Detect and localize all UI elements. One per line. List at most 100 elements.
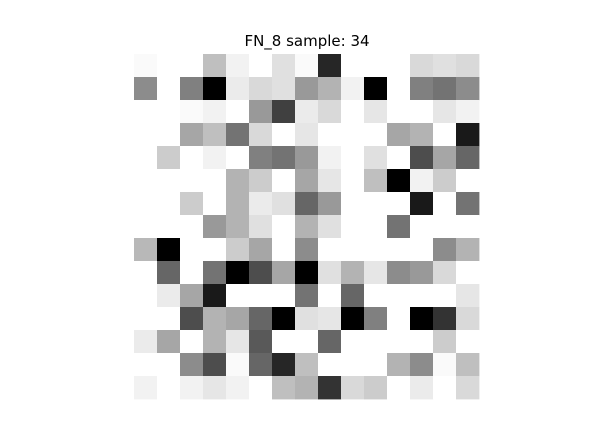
heatmap-cell-r0-c5 — [249, 54, 273, 78]
heatmap-cell-r5-c9 — [341, 169, 365, 193]
heatmap-cell-r1-c6 — [272, 77, 296, 101]
heatmap-cell-r3-c8 — [318, 123, 342, 147]
heatmap-cell-r14-c10 — [364, 376, 388, 400]
heatmap-cell-r6-c11 — [387, 192, 411, 216]
heatmap-cell-r6-c7 — [295, 192, 319, 216]
heatmap-cell-r0-c9 — [341, 54, 365, 78]
heatmap-cell-r0-c7 — [295, 54, 319, 78]
heatmap-cell-r14-c11 — [387, 376, 411, 400]
heatmap-cell-r3-c0 — [134, 123, 158, 147]
heatmap-cell-r7-c3 — [203, 215, 227, 239]
heatmap-cell-r14-c13 — [433, 376, 457, 400]
heatmap-cell-r5-c14 — [456, 169, 480, 193]
heatmap-cell-r9-c10 — [364, 261, 388, 285]
heatmap-cell-r6-c4 — [226, 192, 250, 216]
heatmap-cell-r8-c6 — [272, 238, 296, 262]
heatmap-cell-r2-c11 — [387, 100, 411, 124]
heatmap-cell-r6-c2 — [180, 192, 204, 216]
heatmap-cell-r1-c2 — [180, 77, 204, 101]
heatmap-cell-r8-c14 — [456, 238, 480, 262]
heatmap-cell-r5-c5 — [249, 169, 273, 193]
heatmap-cell-r2-c0 — [134, 100, 158, 124]
heatmap-cell-r7-c11 — [387, 215, 411, 239]
heatmap-cell-r14-c14 — [456, 376, 480, 400]
heatmap-cell-r3-c9 — [341, 123, 365, 147]
heatmap-cell-r9-c14 — [456, 261, 480, 285]
heatmap-cell-r12-c13 — [433, 330, 457, 354]
heatmap-cell-r8-c5 — [249, 238, 273, 262]
heatmap-cell-r0-c3 — [203, 54, 227, 78]
heatmap-cell-r7-c9 — [341, 215, 365, 239]
heatmap-cell-r13-c6 — [272, 353, 296, 377]
heatmap-cell-r10-c7 — [295, 284, 319, 308]
heatmap-cell-r13-c11 — [387, 353, 411, 377]
heatmap-cell-r0-c0 — [134, 54, 158, 78]
heatmap-cell-r12-c12 — [410, 330, 434, 354]
heatmap-cell-r7-c0 — [134, 215, 158, 239]
heatmap-cell-r13-c13 — [433, 353, 457, 377]
heatmap-cell-r14-c3 — [203, 376, 227, 400]
heatmap-cell-r12-c1 — [157, 330, 181, 354]
heatmap-cell-r12-c9 — [341, 330, 365, 354]
heatmap-cell-r8-c13 — [433, 238, 457, 262]
heatmap-cell-r1-c0 — [134, 77, 158, 101]
heatmap-cell-r6-c14 — [456, 192, 480, 216]
heatmap-cell-r5-c4 — [226, 169, 250, 193]
heatmap-cell-r2-c12 — [410, 100, 434, 124]
heatmap-cell-r13-c3 — [203, 353, 227, 377]
heatmap-cell-r7-c13 — [433, 215, 457, 239]
heatmap-cell-r0-c13 — [433, 54, 457, 78]
heatmap-cell-r1-c1 — [157, 77, 181, 101]
heatmap-cell-r9-c0 — [134, 261, 158, 285]
heatmap-cell-r6-c13 — [433, 192, 457, 216]
heatmap-cell-r11-c10 — [364, 307, 388, 331]
heatmap-cell-r5-c8 — [318, 169, 342, 193]
heatmap-cell-r10-c10 — [364, 284, 388, 308]
heatmap-cell-r6-c10 — [364, 192, 388, 216]
heatmap-cell-r9-c1 — [157, 261, 181, 285]
heatmap-cell-r10-c3 — [203, 284, 227, 308]
heatmap-cell-r4-c2 — [180, 146, 204, 170]
heatmap-cell-r2-c5 — [249, 100, 273, 124]
heatmap-cell-r12-c6 — [272, 330, 296, 354]
heatmap-cell-r9-c3 — [203, 261, 227, 285]
heatmap-cell-r3-c6 — [272, 123, 296, 147]
heatmap-cell-r5-c1 — [157, 169, 181, 193]
heatmap-cell-r2-c13 — [433, 100, 457, 124]
heatmap-cell-r0-c1 — [157, 54, 181, 78]
heatmap-cell-r4-c7 — [295, 146, 319, 170]
heatmap-cell-r2-c8 — [318, 100, 342, 124]
heatmap-cell-r1-c14 — [456, 77, 480, 101]
heatmap-cell-r0-c2 — [180, 54, 204, 78]
heatmap-cell-r4-c5 — [249, 146, 273, 170]
heatmap-cell-r2-c2 — [180, 100, 204, 124]
heatmap-cell-r9-c7 — [295, 261, 319, 285]
heatmap-cell-r14-c0 — [134, 376, 158, 400]
heatmap-cell-r0-c8 — [318, 54, 342, 78]
heatmap-cell-r10-c11 — [387, 284, 411, 308]
heatmap-cell-r11-c8 — [318, 307, 342, 331]
heatmap-cell-r7-c6 — [272, 215, 296, 239]
heatmap-cell-r5-c6 — [272, 169, 296, 193]
heatmap-cell-r13-c0 — [134, 353, 158, 377]
heatmap-cell-r5-c7 — [295, 169, 319, 193]
heatmap-cell-r3-c1 — [157, 123, 181, 147]
heatmap-cell-r1-c12 — [410, 77, 434, 101]
heatmap-cell-r14-c2 — [180, 376, 204, 400]
heatmap-cell-r13-c9 — [341, 353, 365, 377]
heatmap-cell-r9-c5 — [249, 261, 273, 285]
heatmap-cell-r5-c10 — [364, 169, 388, 193]
heatmap-cell-r7-c4 — [226, 215, 250, 239]
heatmap-cell-r7-c7 — [295, 215, 319, 239]
heatmap-cell-r3-c13 — [433, 123, 457, 147]
heatmap-cell-r1-c8 — [318, 77, 342, 101]
heatmap-cell-r14-c7 — [295, 376, 319, 400]
heatmap-cell-r11-c12 — [410, 307, 434, 331]
heatmap-cell-r6-c1 — [157, 192, 181, 216]
heatmap-cell-r2-c14 — [456, 100, 480, 124]
heatmap-cell-r4-c14 — [456, 146, 480, 170]
heatmap-cell-r14-c5 — [249, 376, 273, 400]
heatmap-cell-r10-c4 — [226, 284, 250, 308]
heatmap-cell-r11-c14 — [456, 307, 480, 331]
heatmap-cell-r13-c10 — [364, 353, 388, 377]
